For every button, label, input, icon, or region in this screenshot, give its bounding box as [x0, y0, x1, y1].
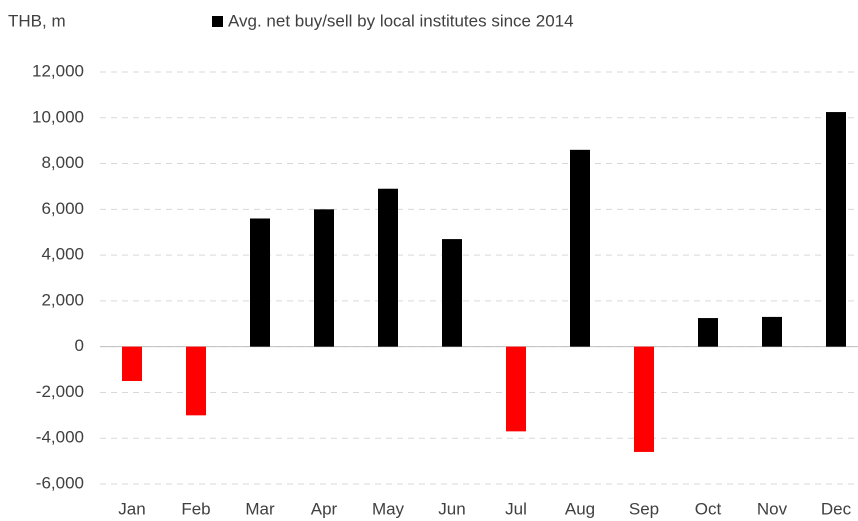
bar — [506, 346, 526, 432]
bar — [250, 218, 270, 347]
y-tick-label: -6,000 — [36, 473, 84, 492]
y-tick-label: 2,000 — [41, 290, 84, 309]
y-tick-label: 8,000 — [41, 153, 84, 172]
x-tick-label: Feb — [181, 499, 210, 518]
y-tick-label: -4,000 — [36, 428, 84, 447]
y-tick-label: 10,000 — [32, 107, 84, 126]
bar — [762, 316, 782, 347]
legend-label: Avg. net buy/sell by local institutes si… — [228, 11, 574, 30]
y-tick-label: 12,000 — [32, 61, 84, 80]
x-tick-label: Apr — [311, 499, 338, 518]
y-tick-label: -2,000 — [36, 382, 84, 401]
bar — [442, 239, 462, 347]
bar — [634, 346, 654, 452]
x-tick-label: May — [372, 499, 405, 518]
y-tick-label: 0 — [75, 336, 84, 355]
x-tick-label: Mar — [245, 499, 275, 518]
legend-swatch — [212, 16, 223, 27]
y-tick-label: 4,000 — [41, 245, 84, 264]
x-tick-label: Aug — [565, 499, 595, 518]
x-tick-label: Dec — [821, 499, 852, 518]
bar — [314, 209, 334, 347]
bar — [122, 346, 142, 381]
x-tick-label: Nov — [757, 499, 788, 518]
bar — [698, 318, 718, 347]
bar — [570, 149, 590, 347]
bar — [186, 346, 206, 416]
x-tick-label: Sep — [629, 499, 659, 518]
x-tick-label: Jul — [505, 499, 527, 518]
y-tick-label: 6,000 — [41, 199, 84, 218]
y-axis-label: THB, m — [8, 11, 66, 30]
x-tick-label: Jun — [438, 499, 465, 518]
bar — [378, 188, 398, 347]
x-tick-label: Jan — [118, 499, 145, 518]
bar — [826, 112, 846, 347]
x-tick-label: Oct — [695, 499, 722, 518]
